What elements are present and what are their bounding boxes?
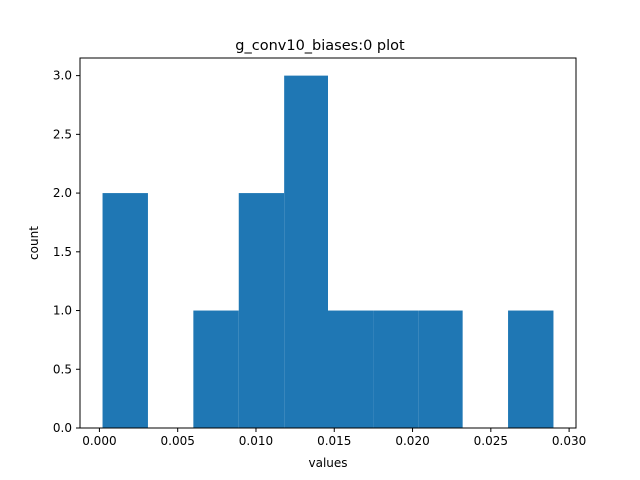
plot-frame (79, 57, 577, 429)
y-axis-ticks: 0.0 0.5 1.0 1.5 2.0 2.5 3.0 (53, 69, 80, 435)
x-tick-label: 0.030 (552, 434, 586, 448)
x-tick-label: 0.020 (395, 434, 429, 448)
y-axis-label: count (27, 226, 41, 260)
x-tick-label: 0.000 (82, 434, 116, 448)
x-tick-label: 0.025 (474, 434, 508, 448)
x-tick-label: 0.005 (161, 434, 195, 448)
bars-group (102, 75, 554, 428)
y-tick-label: 3.0 (53, 69, 72, 83)
y-tick-label: 0.5 (53, 362, 72, 376)
histogram-bar-3 (238, 193, 285, 428)
histogram-bar-2 (193, 310, 239, 428)
chart-title: g_conv10_biases:0 plot (235, 38, 405, 54)
histogram-bar-9 (508, 310, 554, 428)
y-tick-label: 1.0 (53, 304, 72, 318)
x-tick-label: 0.010 (239, 434, 273, 448)
histogram-bar-0 (102, 193, 148, 428)
x-axis-ticks: 0.000 0.005 0.010 0.015 0.020 0.025 0.030 (82, 428, 586, 448)
histogram-bar-5 (328, 310, 374, 428)
histogram-bar-6 (373, 310, 419, 428)
histogram-bar-7 (418, 310, 463, 428)
histogram-bar-4 (284, 75, 328, 428)
y-tick-label: 2.0 (53, 186, 72, 200)
y-tick-label: 1.5 (53, 245, 72, 259)
y-tick-label: 0.0 (53, 421, 72, 435)
x-tick-label: 0.015 (317, 434, 351, 448)
y-tick-label: 2.5 (53, 127, 72, 141)
x-axis-label: values (308, 456, 347, 470)
